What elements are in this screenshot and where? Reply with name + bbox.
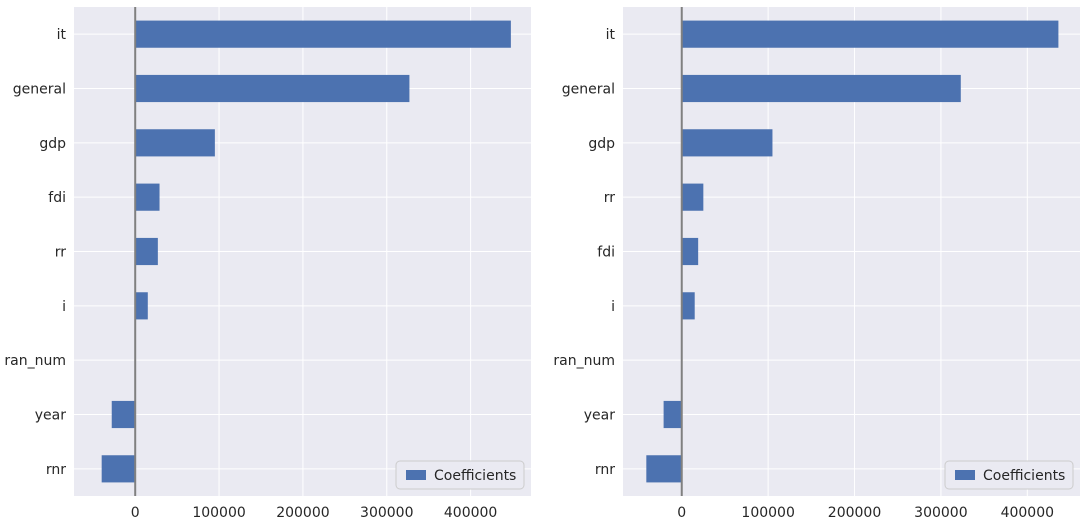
legend: Coefficients xyxy=(395,460,525,490)
bar-i xyxy=(135,292,148,320)
y-tick-label: year xyxy=(35,408,66,424)
legend-label: Coefficients xyxy=(983,468,1065,484)
y-tick-label: it xyxy=(57,27,67,43)
chart-panel-1: 0 100000 200000 300000 400000 it general gdp fdi… xyxy=(4,7,531,521)
bar-gdp xyxy=(135,129,215,157)
x-tick-label: 0 xyxy=(131,505,140,521)
bar-it xyxy=(135,20,511,48)
legend-box xyxy=(944,460,1074,490)
bar-rr xyxy=(681,183,704,211)
bar-i xyxy=(681,292,695,320)
bar-gdp xyxy=(681,129,773,157)
x-tick-label: 400000 xyxy=(444,505,497,521)
y-tick-label: rr xyxy=(604,190,616,206)
y-tick-label: i xyxy=(62,299,66,315)
x-tick-label: 400000 xyxy=(1001,505,1054,521)
y-tick-label: rr xyxy=(55,245,67,261)
bar-general xyxy=(681,74,961,103)
x-tick-label: 100000 xyxy=(741,505,794,521)
y-tick-label: rnr xyxy=(595,462,615,478)
x-tick-label: 300000 xyxy=(914,505,967,521)
y-tick-label: ran_num xyxy=(4,353,66,369)
legend-label: Coefficients xyxy=(434,468,516,484)
y-tick-label: gdp xyxy=(588,136,615,152)
x-tick-label: 200000 xyxy=(276,505,329,521)
legend-box xyxy=(395,460,525,490)
bar-rr xyxy=(135,237,158,266)
x-tick-label: 300000 xyxy=(360,505,413,521)
bar-fdi xyxy=(681,237,699,266)
y-tick-label: fdi xyxy=(597,245,615,261)
y-tick-label: it xyxy=(606,27,616,43)
bar-rnr xyxy=(646,455,682,483)
bar-general xyxy=(135,74,410,103)
legend-swatch xyxy=(406,470,426,480)
bar-year xyxy=(663,400,682,429)
chart-panel-2: 0 100000 200000 300000 400000 it general gdp rr f… xyxy=(553,7,1080,521)
x-tick-label: 100000 xyxy=(192,505,245,521)
bar-rnr xyxy=(101,455,136,483)
y-tick-label: ran_num xyxy=(553,353,615,369)
y-tick-label: rnr xyxy=(46,462,66,478)
y-tick-label: general xyxy=(13,82,66,98)
legend: Coefficients xyxy=(944,460,1074,490)
bar-it xyxy=(681,20,1059,48)
y-tick-label: i xyxy=(611,299,615,315)
y-tick-label: general xyxy=(562,82,615,98)
y-tick-label: fdi xyxy=(48,190,66,206)
bar-fdi xyxy=(135,183,160,211)
bar-year xyxy=(111,400,136,429)
y-tick-label: gdp xyxy=(39,136,66,152)
legend-swatch xyxy=(955,470,975,480)
x-tick-label: 0 xyxy=(677,505,686,521)
x-tick-label: 200000 xyxy=(828,505,881,521)
y-tick-label: year xyxy=(584,408,615,424)
